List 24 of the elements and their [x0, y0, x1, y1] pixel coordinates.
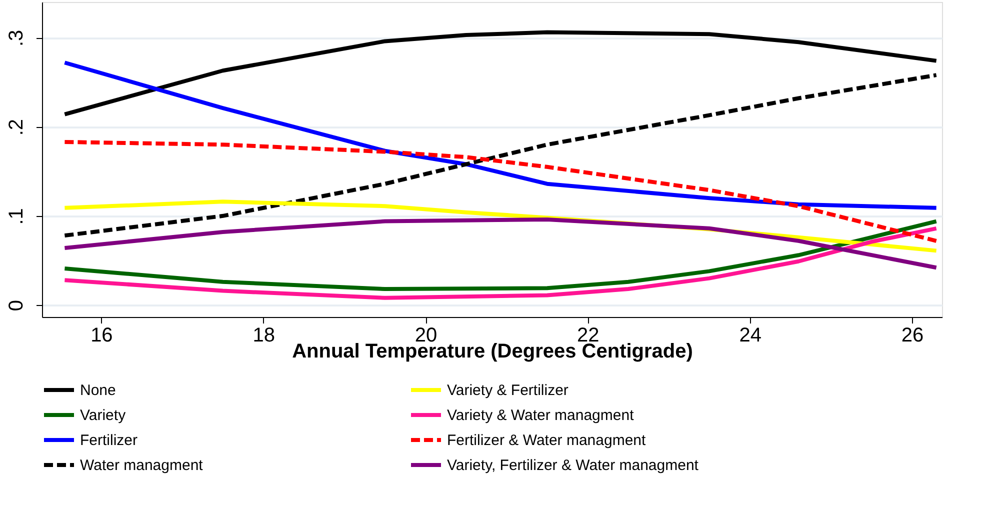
- legend-label: Water managment: [80, 457, 204, 474]
- line-series: [62, 30, 938, 116]
- x-tick-label: 26: [901, 324, 924, 346]
- line-series: [62, 73, 938, 238]
- legend-label: Variety & Fertilizer: [447, 382, 568, 399]
- line-series: [62, 60, 938, 210]
- legend-label: Variety & Water managment: [447, 407, 635, 424]
- y-tick-label: 0: [6, 300, 28, 312]
- x-tick-label: 24: [739, 324, 762, 346]
- line-series: [62, 219, 938, 292]
- x-tick-label: 16: [90, 324, 113, 346]
- legend-label: Fertilizer & Water managment: [447, 432, 646, 449]
- legend-label: None: [80, 382, 116, 399]
- y-tick-label: .2: [6, 118, 28, 136]
- y-tick-label: .3: [6, 30, 28, 46]
- x-tick-label: 18: [252, 324, 275, 346]
- line-series: [62, 226, 938, 300]
- x-tick-label: 20: [414, 324, 438, 346]
- line-series: [62, 217, 938, 270]
- legend-label: Variety: [80, 407, 126, 424]
- y-tick-label: .1: [6, 208, 28, 225]
- legend-label: Variety, Fertilizer & Water managment: [447, 457, 700, 474]
- line-series: [62, 140, 938, 243]
- legend-label: Fertilizer: [80, 432, 138, 449]
